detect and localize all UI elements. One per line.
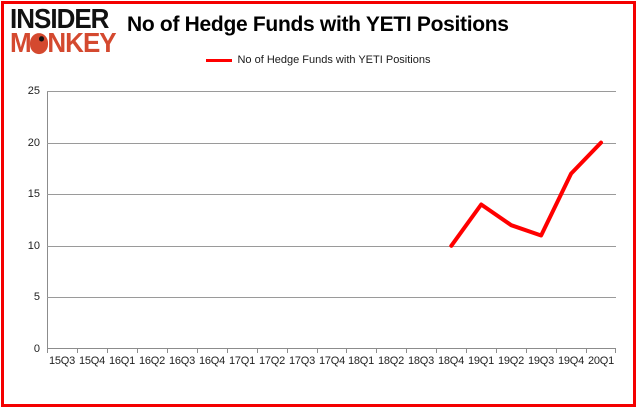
x-axis-tick xyxy=(317,349,318,353)
y-axis-label: 20 xyxy=(27,137,40,149)
x-axis-label: 19Q2 xyxy=(497,355,525,367)
x-axis-label: 18Q2 xyxy=(377,355,405,367)
x-axis-tick xyxy=(107,349,108,353)
x-axis-label: 15Q3 xyxy=(48,355,76,367)
x-axis-tick xyxy=(615,349,616,353)
x-axis-tick xyxy=(586,349,587,353)
gridline xyxy=(47,91,616,92)
x-axis-tick xyxy=(47,349,48,353)
x-axis-label: 18Q1 xyxy=(347,355,375,367)
x-axis-tick xyxy=(496,349,497,353)
legend-line-swatch xyxy=(206,58,233,62)
chart-title: No of Hedge Funds with YETI Positions xyxy=(127,13,509,36)
logo-insider: INSIDER xyxy=(10,2,109,35)
y-axis-label: 5 xyxy=(33,291,40,303)
legend: No of Hedge Funds with YETI Positions xyxy=(0,54,637,66)
x-axis-label: 17Q2 xyxy=(258,355,286,367)
legend-item: No of Hedge Funds with YETI Positions xyxy=(206,54,431,66)
x-axis-label: 17Q1 xyxy=(228,355,256,367)
monkey-face-icon xyxy=(29,33,49,54)
x-axis-tick xyxy=(376,349,377,353)
x-axis-tick xyxy=(436,349,437,353)
x-axis-label: 18Q3 xyxy=(407,355,435,367)
x-axis-label: 19Q3 xyxy=(527,355,555,367)
y-axis-label: 15 xyxy=(27,188,40,200)
x-axis-tick xyxy=(137,349,138,353)
legend-label: No of Hedge Funds with YETI Positions xyxy=(237,54,431,66)
x-axis-label: 16Q3 xyxy=(168,355,196,367)
series-line xyxy=(449,140,603,248)
insider-monkey-logo: INSIDER M NKEY xyxy=(10,2,117,59)
x-axis-tick xyxy=(466,349,467,353)
x-axis-line xyxy=(47,348,616,349)
gridline xyxy=(47,246,616,247)
x-axis-label: 16Q2 xyxy=(138,355,166,367)
x-axis-label: 17Q4 xyxy=(318,355,346,367)
x-axis-label: 16Q4 xyxy=(198,355,226,367)
x-axis-tick xyxy=(167,349,168,353)
y-axis-label: 0 xyxy=(33,343,40,355)
x-axis-label: 20Q1 xyxy=(587,355,615,367)
x-axis-tick xyxy=(346,349,347,353)
x-axis-tick xyxy=(227,349,228,353)
gridline xyxy=(47,194,616,195)
x-axis-tick xyxy=(406,349,407,353)
x-axis-tick xyxy=(287,349,288,353)
x-axis-tick xyxy=(556,349,557,353)
x-axis-tick xyxy=(77,349,78,353)
y-axis-line xyxy=(47,91,48,353)
x-axis-label: 18Q4 xyxy=(437,355,465,367)
x-axis-label: 16Q1 xyxy=(108,355,136,367)
logo-monkey: M NKEY xyxy=(10,26,117,59)
gridline xyxy=(47,297,616,298)
x-axis-label: 19Q1 xyxy=(467,355,495,367)
y-axis-label: 10 xyxy=(27,240,40,252)
x-axis-tick xyxy=(257,349,258,353)
series-line-layer xyxy=(449,140,603,248)
plot-area: 0 5 10 15 20 25 15Q3 15Q4 16Q1 16Q2 16Q3 16Q4 17Q1 17… xyxy=(28,85,616,367)
x-axis-label: 19Q4 xyxy=(557,355,585,367)
x-axis-label: 17Q3 xyxy=(288,355,316,367)
x-axis-tick xyxy=(197,349,198,353)
y-axis-label: 25 xyxy=(27,85,40,97)
gridline xyxy=(47,143,616,144)
x-axis-tick xyxy=(526,349,527,353)
x-axis-label: 15Q4 xyxy=(78,355,106,367)
